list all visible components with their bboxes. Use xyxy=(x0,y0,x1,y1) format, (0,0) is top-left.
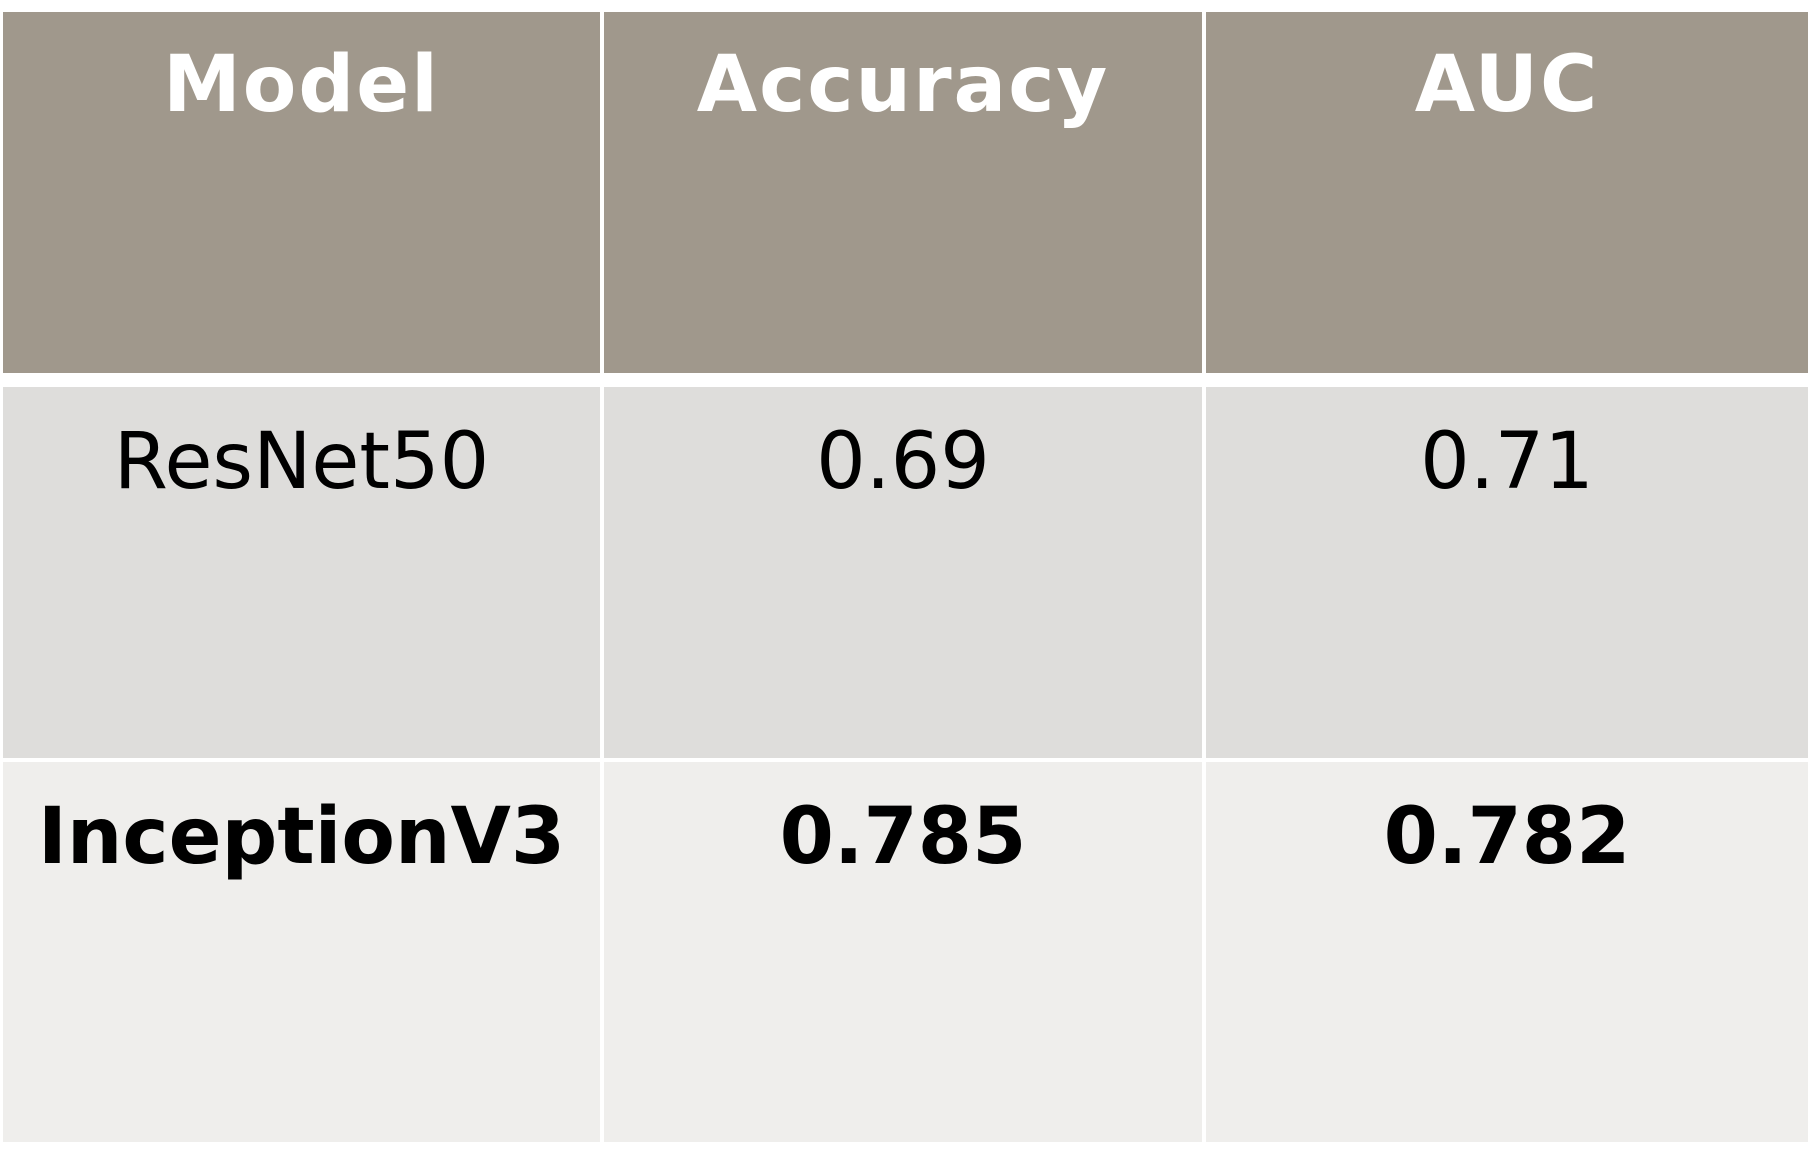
table-row: InceptionV3 0.785 0.782 xyxy=(3,762,1808,1142)
column-header-auc: AUC xyxy=(1206,12,1808,387)
cell-auc: 0.782 xyxy=(1206,762,1808,1142)
cell-accuracy: 0.785 xyxy=(604,762,1206,1142)
cell-model: ResNet50 xyxy=(3,387,604,762)
table-row: ResNet50 0.69 0.71 xyxy=(3,387,1808,762)
results-table: Model Accuracy AUC ResNet50 0.69 0.71 In… xyxy=(3,12,1808,1142)
cell-model: InceptionV3 xyxy=(3,762,604,1142)
cell-auc: 0.71 xyxy=(1206,387,1808,762)
column-header-accuracy: Accuracy xyxy=(604,12,1206,387)
header-row: Model Accuracy AUC xyxy=(3,12,1808,387)
column-header-model: Model xyxy=(3,12,604,387)
cell-accuracy: 0.69 xyxy=(604,387,1206,762)
